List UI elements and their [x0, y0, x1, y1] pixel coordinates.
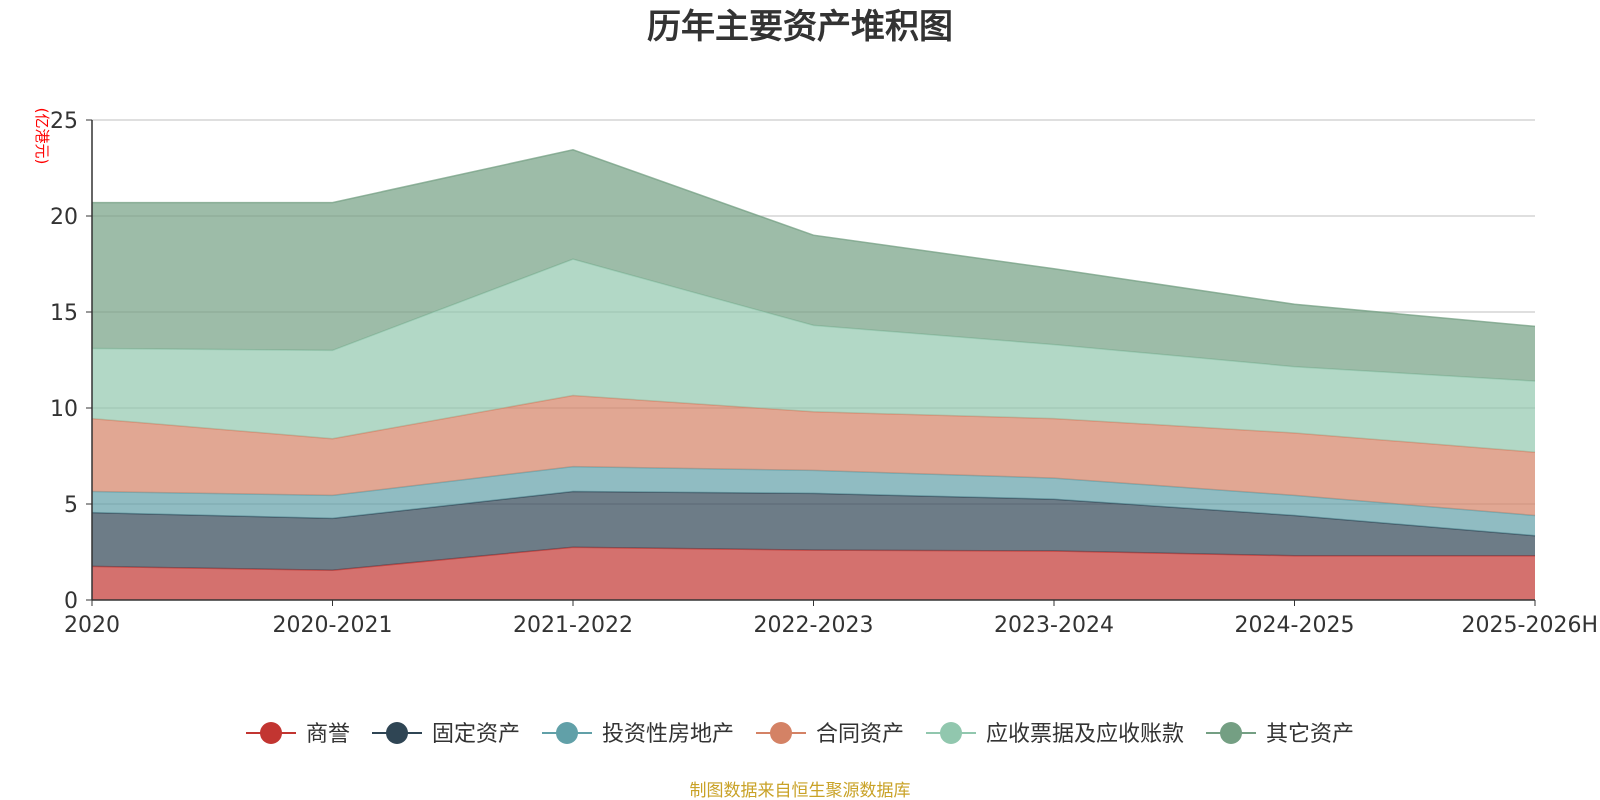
x-tick-label: 2020-2021 [273, 613, 393, 638]
legend-circle-icon [940, 722, 962, 744]
y-tick-label: 15 [50, 301, 78, 326]
legend-item[interactable]: 其它资产 [1206, 722, 1354, 747]
chart-title: 历年主要资产堆积图 [647, 7, 953, 47]
y-tick-label: 20 [50, 205, 78, 230]
x-tick-label: 2022-2023 [754, 613, 874, 638]
axes: 0 5 10 15 20 25 2020 2020-2021 2021-2022 2022-202… [50, 109, 1598, 638]
source-note: 制图数据来自恒生聚源数据库 [690, 781, 911, 800]
legend-item[interactable]: 合同资产 [756, 722, 904, 747]
series-5-area [92, 149, 1535, 382]
legend-item[interactable]: 固定资产 [372, 722, 520, 747]
y-tick-label: 5 [64, 493, 78, 518]
x-tick-label: 2021-2022 [513, 613, 633, 638]
legend-label: 合同资产 [816, 722, 904, 747]
series-1-area [92, 491, 1535, 571]
legend-label: 商誉 [306, 722, 350, 747]
x-tick-label: 2025-2026H [1462, 613, 1598, 638]
y-tick-label: 25 [50, 109, 78, 134]
legend[interactable]: 商誉 固定资产 投资性房地产 合同资产 应收票据及应收账款 其它资产 [246, 722, 1354, 747]
legend-label: 其它资产 [1266, 722, 1354, 747]
series-4-area [92, 259, 1535, 453]
series-0-area [92, 547, 1535, 600]
y-tick-label: 0 [64, 589, 78, 614]
legend-circle-icon [260, 722, 282, 744]
legend-label: 投资性房地产 [602, 722, 734, 747]
legend-item[interactable]: 商誉 [246, 722, 350, 747]
legend-label: 固定资产 [432, 722, 520, 747]
series-2-area [92, 466, 1535, 536]
x-tick-label: 2023-2024 [994, 613, 1114, 638]
series-5-line [92, 149, 1536, 328]
legend-circle-icon [770, 722, 792, 744]
y-axis-unit-label: (亿港元) [33, 108, 51, 165]
legend-item[interactable]: 投资性房地产 [542, 722, 734, 747]
series-3-area [92, 395, 1535, 516]
x-tick-label: 2020 [64, 613, 120, 638]
legend-circle-icon [1220, 722, 1242, 744]
legend-circle-icon [386, 722, 408, 744]
area-series-layer [91, 149, 1536, 600]
legend-label: 应收票据及应收账款 [986, 722, 1184, 747]
legend-circle-icon [556, 722, 578, 744]
x-tick-label: 2024-2025 [1235, 613, 1355, 638]
y-tick-label: 10 [50, 397, 78, 422]
legend-item[interactable]: 应收票据及应收账款 [926, 722, 1184, 747]
